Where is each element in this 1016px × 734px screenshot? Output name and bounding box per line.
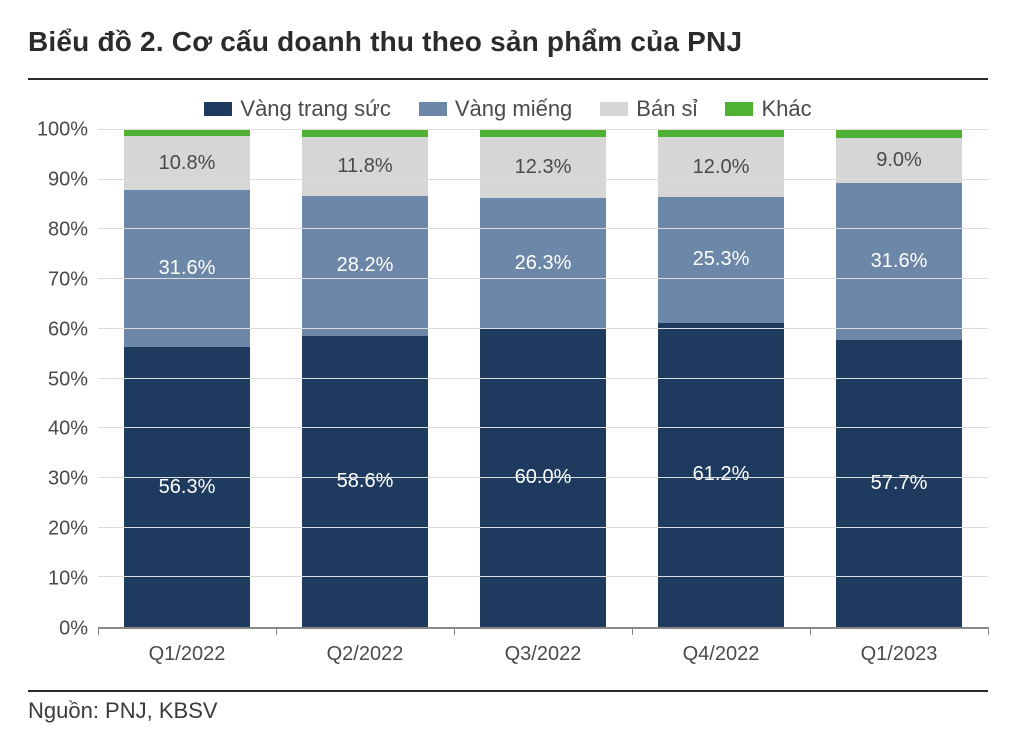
bar-segment-vang_mieng: 31.6% [836, 183, 962, 340]
grid-line [98, 129, 988, 130]
bar-segment-khac [836, 130, 962, 138]
bar-value-label: 10.8% [159, 152, 216, 175]
bar-segment-vang_trang_suc: 60.0% [480, 329, 606, 627]
chart-row: 0%10%20%30%40%50%60%70%80%90%100% 10.8%3… [28, 130, 988, 629]
grid-line [98, 179, 988, 180]
grid-line [98, 427, 988, 428]
bar-value-label: 12.3% [515, 156, 572, 179]
bar-segment-vang_mieng: 25.3% [658, 197, 784, 323]
legend-item: Vàng miếng [419, 96, 572, 122]
bar-value-label: 11.8% [337, 155, 392, 178]
y-tick-label: 90% [28, 168, 88, 191]
x-axis-label: Q2/2022 [276, 643, 454, 666]
title-rule [28, 78, 988, 80]
chart-title: Biểu đồ 2. Cơ cấu doanh thu theo sản phẩ… [28, 26, 988, 58]
bar-value-label: 12.0% [693, 156, 750, 179]
x-axis-label: Q1/2023 [810, 643, 988, 666]
bar-column: 10.8% 31.6% 56.3% [124, 130, 250, 627]
source-rule [28, 690, 988, 692]
legend-item: Khác [725, 96, 811, 122]
y-tick-label: 50% [28, 368, 88, 391]
grid-line [98, 278, 988, 279]
bar-segment-ban_si: 12.3% [480, 137, 606, 198]
bar-value-label: 61.2% [693, 463, 750, 486]
y-tick-label: 70% [28, 268, 88, 291]
x-tick-mark [98, 627, 99, 635]
bar-segment-khac [658, 130, 784, 137]
grid-line [98, 477, 988, 478]
bar-segment-vang_trang_suc: 57.7% [836, 340, 962, 627]
legend-swatch [419, 102, 447, 116]
y-tick-label: 0% [28, 618, 88, 641]
chart-container: Biểu đồ 2. Cơ cấu doanh thu theo sản phẩ… [0, 0, 1016, 734]
bar-segment-khac [480, 130, 606, 137]
x-axis-label: Q1/2022 [98, 643, 276, 666]
bar-segment-vang_mieng: 28.2% [302, 196, 428, 336]
legend-label: Bán sỉ [636, 96, 697, 122]
grid-line [98, 378, 988, 379]
x-axis-label: Q4/2022 [632, 643, 810, 666]
x-tick-mark [988, 627, 989, 635]
x-tick-mark [276, 627, 277, 635]
bar-segment-vang_trang_suc: 58.6% [302, 336, 428, 627]
grid-line [98, 328, 988, 329]
x-axis-label: Q3/2022 [454, 643, 632, 666]
chart-wrap: 0%10%20%30%40%50%60%70%80%90%100% 10.8%3… [28, 130, 988, 666]
x-tick-mark [810, 627, 811, 635]
source-label: Nguồn: PNJ, KBSV [28, 698, 988, 724]
y-tick-label: 80% [28, 218, 88, 241]
legend-label: Khác [761, 96, 811, 122]
legend: Vàng trang sức Vàng miếng Bán sỉ Khác [28, 96, 988, 122]
grid-line [98, 228, 988, 229]
grid-line [98, 527, 988, 528]
legend-item: Vàng trang sức [204, 96, 390, 122]
bar-value-label: 25.3% [693, 248, 750, 271]
legend-swatch [204, 102, 232, 116]
legend-swatch [600, 102, 628, 116]
y-tick-label: 100% [28, 119, 88, 142]
legend-label: Vàng miếng [455, 96, 572, 122]
bar-value-label: 31.6% [159, 257, 216, 280]
bar-value-label: 58.6% [337, 470, 394, 493]
legend-label: Vàng trang sức [240, 96, 390, 122]
bar-column: 11.8% 28.2% 58.6% [302, 130, 428, 627]
bar-value-label: 26.3% [515, 252, 572, 275]
y-tick-label: 40% [28, 418, 88, 441]
bar-column: 9.0% 31.6% 57.7% [836, 130, 962, 627]
y-tick-label: 20% [28, 518, 88, 541]
x-tick-mark [632, 627, 633, 635]
bar-segment-ban_si: 12.0% [658, 137, 784, 197]
bar-column: 12.0% 25.3% 61.2% [658, 130, 784, 627]
bar-value-label: 28.2% [337, 254, 394, 277]
bar-segment-khac [302, 130, 428, 137]
bars-layer: 10.8% 31.6% 56.3% 11.8% 28.2% 58.6% 12.3% 26.3%… [98, 130, 988, 627]
bar-segment-ban_si: 9.0% [836, 138, 962, 183]
y-axis: 0%10%20%30%40%50%60%70%80%90%100% [28, 130, 98, 629]
legend-swatch [725, 102, 753, 116]
bar-value-label: 60.0% [515, 466, 572, 489]
bar-segment-vang_mieng: 31.6% [124, 190, 250, 347]
bar-value-label: 56.3% [159, 476, 216, 499]
grid-line [98, 576, 988, 577]
bar-column: 12.3% 26.3% 60.0% [480, 130, 606, 627]
bar-segment-vang_trang_suc: 61.2% [658, 323, 784, 627]
x-tick-mark [454, 627, 455, 635]
plot-area: 10.8% 31.6% 56.3% 11.8% 28.2% 58.6% 12.3% 26.3%… [98, 130, 988, 629]
y-tick-label: 60% [28, 318, 88, 341]
bar-segment-vang_mieng: 26.3% [480, 198, 606, 329]
y-tick-label: 30% [28, 468, 88, 491]
bar-segment-ban_si: 10.8% [124, 136, 250, 190]
bar-segment-ban_si: 11.8% [302, 137, 428, 196]
bar-value-label: 57.7% [871, 472, 928, 495]
bar-value-label: 9.0% [876, 149, 922, 172]
bar-value-label: 31.6% [871, 250, 928, 273]
legend-item: Bán sỉ [600, 96, 697, 122]
y-tick-label: 10% [28, 568, 88, 591]
bar-segment-vang_trang_suc: 56.3% [124, 347, 250, 627]
x-axis: Q1/2022Q2/2022Q3/2022Q4/2022Q1/2023 [98, 643, 988, 666]
x-tick-marks [98, 627, 988, 635]
